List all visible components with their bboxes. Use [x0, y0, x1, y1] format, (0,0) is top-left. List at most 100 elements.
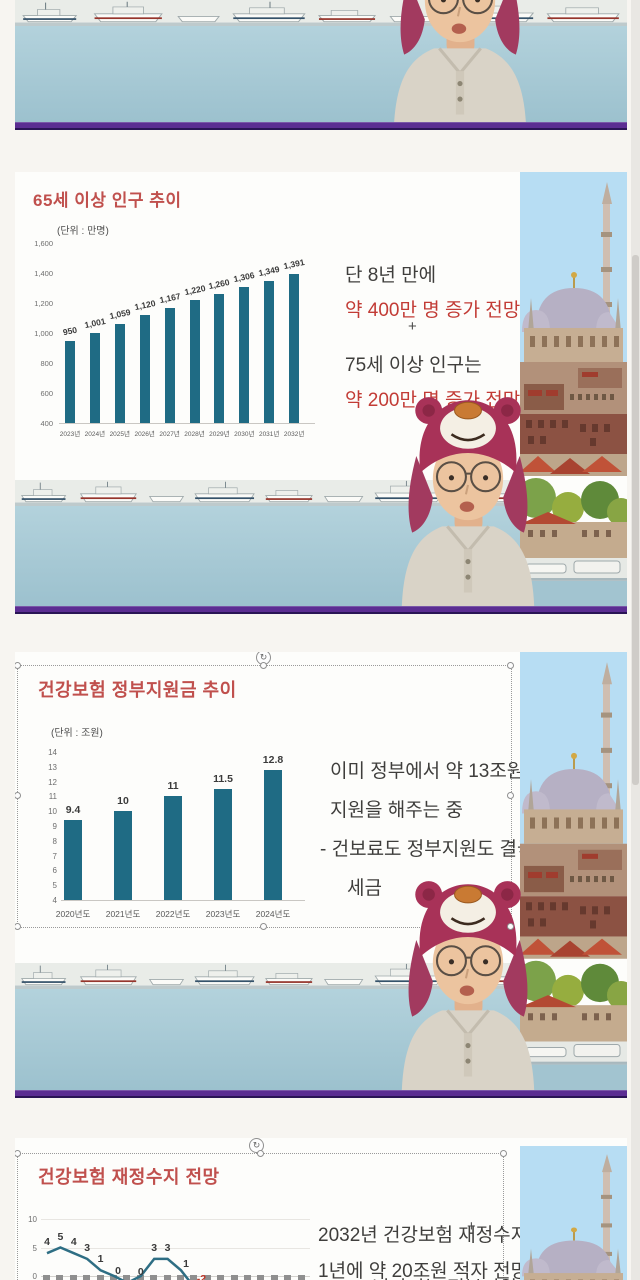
x-axis-tick: 2029년	[209, 431, 230, 438]
x-axis-tick: 2022년도	[155, 909, 191, 919]
slide-panel-population: 65세 이상 인구 추이 (단위 : 만명) 1,600 1,400 1,200 1,…	[15, 172, 627, 614]
bar-value-label: 1,391	[282, 257, 306, 272]
rotate-handle-icon[interactable]: ↻	[249, 1138, 264, 1153]
clipped-x-label	[284, 1275, 292, 1280]
selection-border	[503, 1153, 504, 1280]
slide-title: 건강보험 재정수지 전망	[38, 1167, 220, 1187]
unit-label: (단위 : 조원)	[51, 728, 103, 739]
annotation-line: 75세 이상 인구는	[345, 355, 482, 376]
x-axis-tick: 2027년	[159, 431, 180, 438]
bar	[139, 315, 150, 423]
y-axis-tick: 600	[40, 389, 53, 398]
slide-panel-fiscal-balance: 건강보험 재정수지 전망 10 5 0 4 5 4 3 1 0 0 3 3 1 -2 2032년 건강보험…	[15, 1138, 627, 1280]
annotation-line: 1년에 약 20조원 적자 전망	[318, 1261, 529, 1280]
y-axis-tick: 1,000	[34, 329, 53, 338]
annotation-line: 약 400만 명 증가 전망	[345, 300, 521, 321]
clipped-x-label	[257, 1275, 265, 1280]
bar	[214, 294, 225, 423]
annotation-line: 2032년 건강보험 재정수지	[318, 1225, 529, 1246]
x-axis-tick: 2024년	[84, 431, 106, 438]
selection-handle[interactable]	[507, 662, 514, 669]
bar	[164, 307, 175, 423]
bar	[65, 340, 75, 423]
y-axis-tick: 4	[52, 896, 57, 905]
bar	[264, 280, 275, 423]
gridline	[41, 1276, 310, 1277]
selection-handle[interactable]	[15, 792, 21, 799]
gridline	[41, 1247, 310, 1249]
bar	[189, 300, 200, 423]
presenter	[375, 0, 545, 128]
y-axis-tick: 8	[52, 836, 57, 846]
bar	[289, 274, 300, 423]
y-axis-tick: 6	[52, 866, 57, 876]
y-axis-tick: 10	[28, 1215, 37, 1224]
annotation-line: 세금	[347, 878, 382, 899]
point-value-label: 0	[115, 1265, 121, 1277]
clipped-x-label	[270, 1275, 278, 1280]
point-value-label: 5	[57, 1230, 64, 1243]
y-axis-tick: 13	[48, 762, 57, 772]
text-cursor-icon: +	[467, 1218, 476, 1235]
purple-bar	[15, 606, 627, 614]
clipped-x-label	[163, 1275, 171, 1280]
y-axis-tick: 1,200	[34, 299, 53, 308]
x-axis-line	[59, 423, 315, 424]
clipped-x-label	[150, 1275, 158, 1280]
x-axis-tick: 2031년	[258, 431, 280, 438]
point-value-label: 1	[183, 1258, 189, 1271]
clipped-x-label	[177, 1275, 184, 1280]
selection-border	[17, 1153, 18, 1280]
gov-support-bar-chart: 14 13 12 11 10 9 8 7 6 5 4 9.4 2020년도 10 2021년도 11 2022년…	[15, 652, 627, 1098]
point-value-label: -2	[196, 1273, 207, 1280]
selection-handle[interactable]	[507, 923, 514, 930]
y-axis-tick: 0	[32, 1272, 37, 1280]
annotation-line: 지원을 해주는 중	[330, 800, 463, 821]
annotation-line: - 건보료도 정부지원도 결국	[320, 839, 535, 860]
video-frame-top	[15, 0, 627, 130]
point-value-label: 3	[164, 1241, 171, 1254]
point-value-label: 1	[97, 1253, 104, 1266]
fiscal-line	[46, 1246, 191, 1280]
presenter	[383, 878, 553, 1090]
selection-handle[interactable]	[15, 923, 21, 930]
scrollbar-thumb[interactable]	[632, 255, 639, 785]
selection-handle[interactable]	[257, 1150, 264, 1157]
y-axis-tick: 10	[48, 807, 57, 817]
x-axis-tick: 2028년	[184, 431, 205, 438]
clipped-x-label	[190, 1275, 198, 1280]
selection-handle[interactable]	[507, 792, 514, 799]
clipped-x-label	[96, 1275, 104, 1280]
clipped-x-label	[123, 1275, 131, 1280]
y-axis-tick: 1,400	[34, 269, 53, 278]
selection-handle[interactable]	[260, 923, 267, 930]
bar	[214, 789, 232, 900]
bar-value-label: 9.4	[65, 804, 81, 817]
y-axis-tick: 12	[48, 777, 57, 787]
bar	[239, 287, 250, 423]
y-axis-tick: 800	[40, 359, 53, 368]
x-axis-line	[61, 900, 305, 901]
point-value-label: 3	[151, 1241, 158, 1254]
clipped-x-label	[56, 1275, 64, 1280]
annotation-line: - 2032년까지는 정부지원금	[318, 1273, 534, 1280]
page-scrollbar[interactable]	[631, 0, 640, 1280]
selection-handle[interactable]	[15, 1150, 21, 1157]
presenter	[383, 394, 553, 606]
clipped-x-label	[69, 1275, 77, 1280]
y-axis-tick: 1,600	[34, 239, 53, 248]
x-axis-tick: 2030년	[234, 431, 255, 438]
bar	[89, 332, 100, 423]
clipped-x-label	[230, 1275, 238, 1280]
selection-handle[interactable]	[260, 662, 267, 669]
unit-label: (단위 : 만명)	[57, 226, 109, 237]
bar	[64, 820, 82, 900]
slide-panel-gov-support: 건강보험 정부지원금 추이 (단위 : 조원) 14 13 12 11 10 9 8 7 6 5 4…	[15, 652, 627, 1098]
gridline	[41, 1219, 310, 1220]
bar-value-label: 11.5	[213, 773, 233, 785]
annotation-line: 이미 정부에서 약 13조원의	[330, 761, 542, 782]
clipped-x-label	[83, 1275, 91, 1280]
selection-handle[interactable]	[15, 662, 21, 669]
selection-handle[interactable]	[500, 1150, 507, 1157]
bar	[264, 769, 282, 900]
